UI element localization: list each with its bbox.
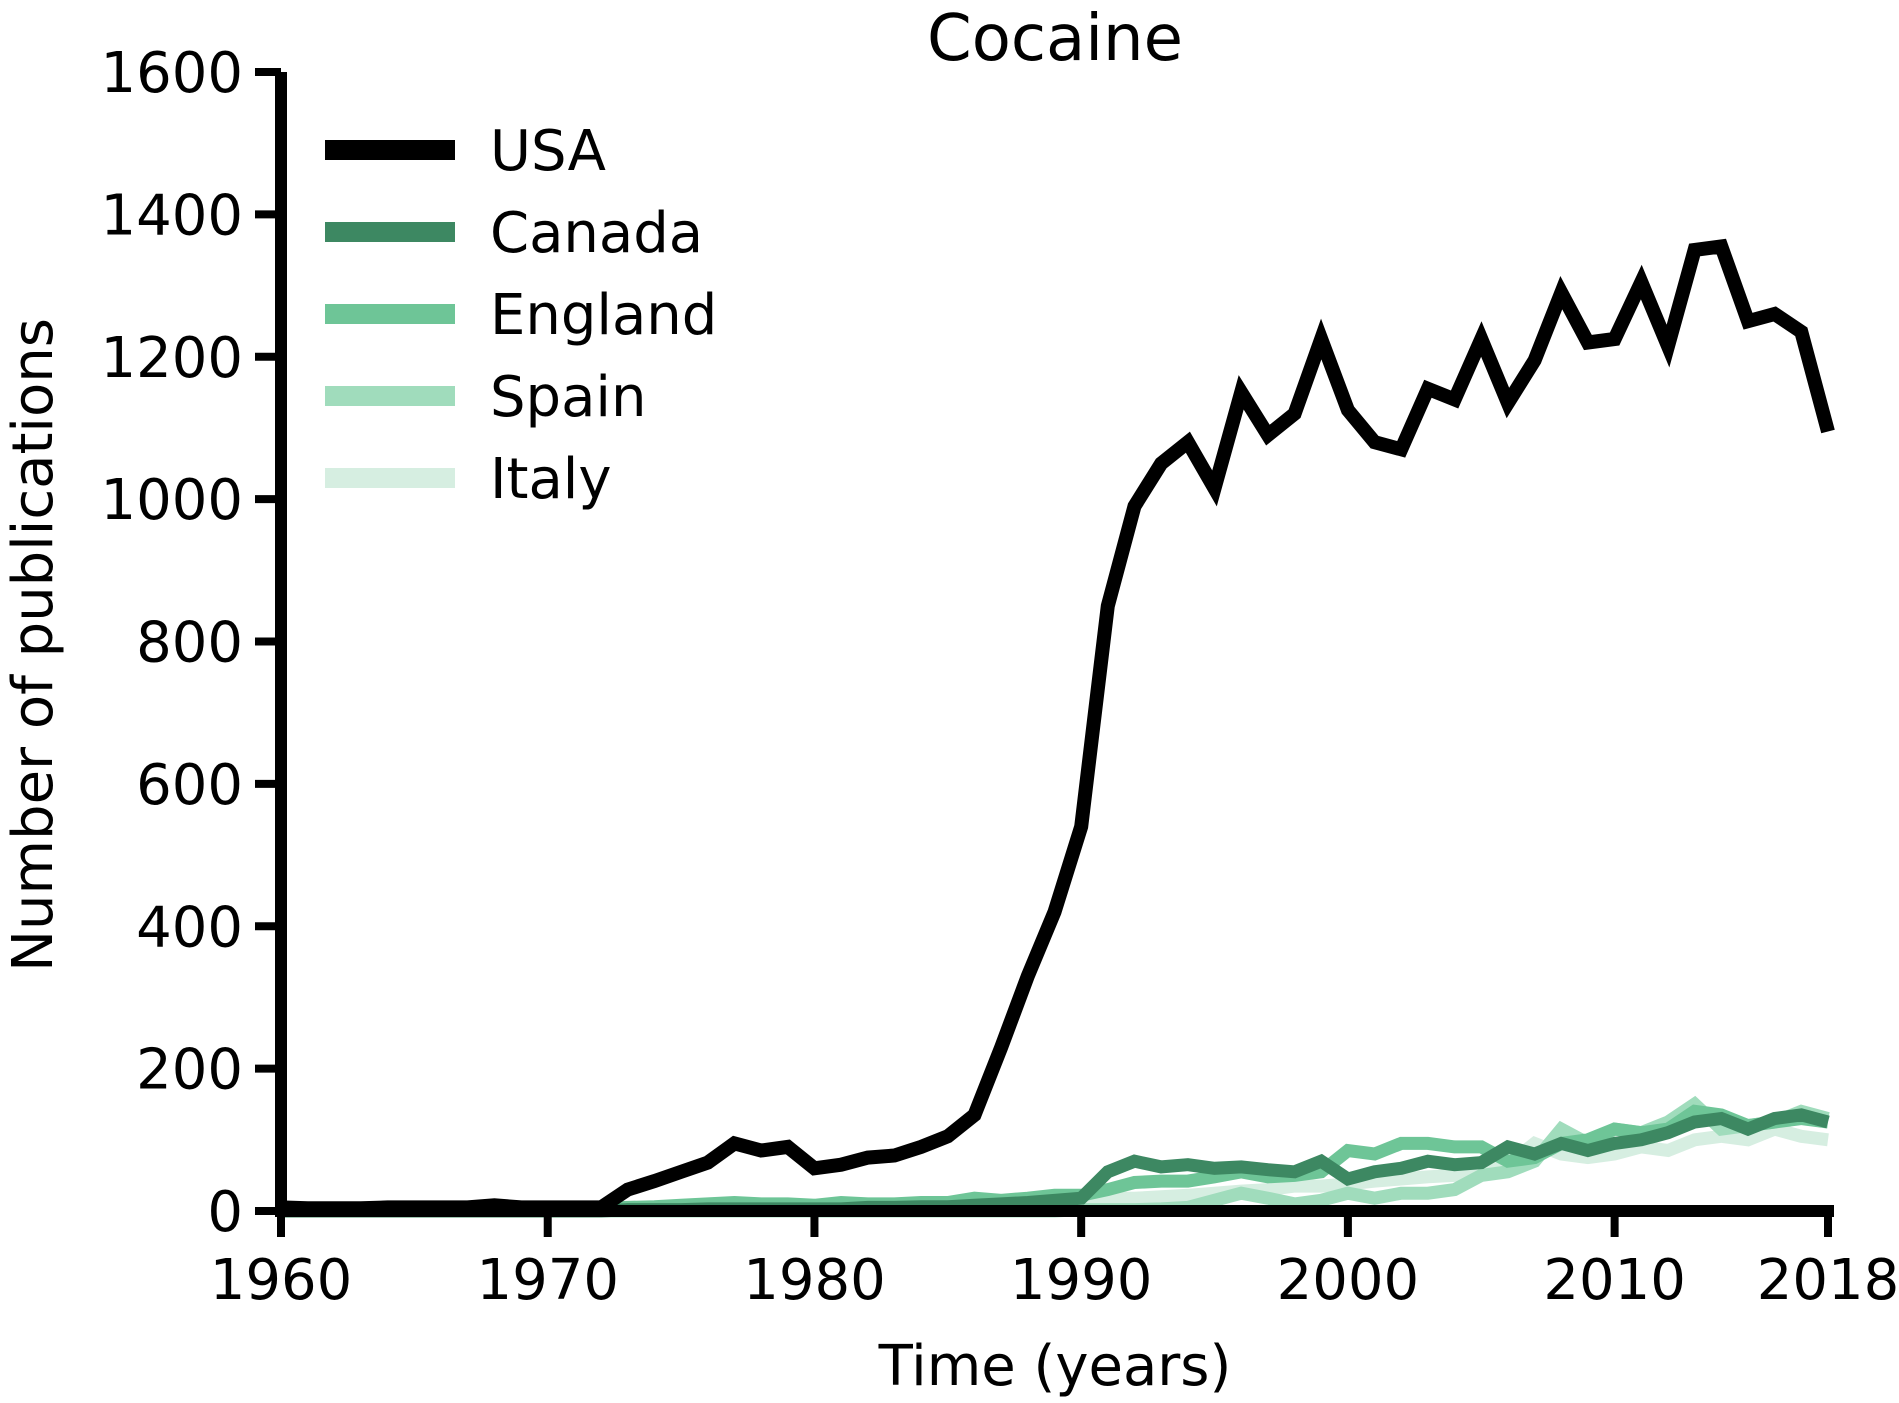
y-tick-label: 1600 — [100, 41, 243, 106]
legend-label-canada: Canada — [490, 201, 703, 266]
y-tick-label: 1400 — [100, 183, 243, 248]
legend-label-spain: Spain — [490, 365, 646, 430]
legend-label-usa: USA — [490, 119, 606, 184]
y-tick-label: 600 — [136, 753, 243, 818]
y-tick-label: 1000 — [100, 468, 243, 533]
x-tick-label: 1980 — [743, 1248, 886, 1313]
legend-label-england: England — [490, 283, 717, 348]
x-tick-label: 1960 — [210, 1248, 353, 1313]
x-tick-label: 1970 — [476, 1248, 619, 1313]
y-tick-label: 400 — [136, 895, 243, 960]
chart-title: Cocaine — [927, 2, 1183, 76]
y-tick-label: 200 — [136, 1038, 243, 1103]
y-tick-label: 800 — [136, 611, 243, 676]
x-tick-label: 1990 — [1010, 1248, 1153, 1313]
ticks-layer: 1960 1970 1980 1990 2000 2010 2018 0 200 400 600 80… — [100, 41, 1899, 1313]
x-tick-label: 2018 — [1757, 1248, 1899, 1313]
y-axis-title: Number of publications — [1, 318, 66, 972]
y-tick-label: 0 — [207, 1180, 243, 1245]
legend-label-italy: Italy — [490, 447, 612, 512]
legend: USA Canada England Spain Italy — [325, 119, 717, 512]
x-tick-label: 2000 — [1277, 1248, 1420, 1313]
x-tick-label: 2010 — [1543, 1248, 1686, 1313]
x-axis-title: Time (years) — [878, 1334, 1232, 1399]
y-tick-label: 1200 — [100, 326, 243, 391]
